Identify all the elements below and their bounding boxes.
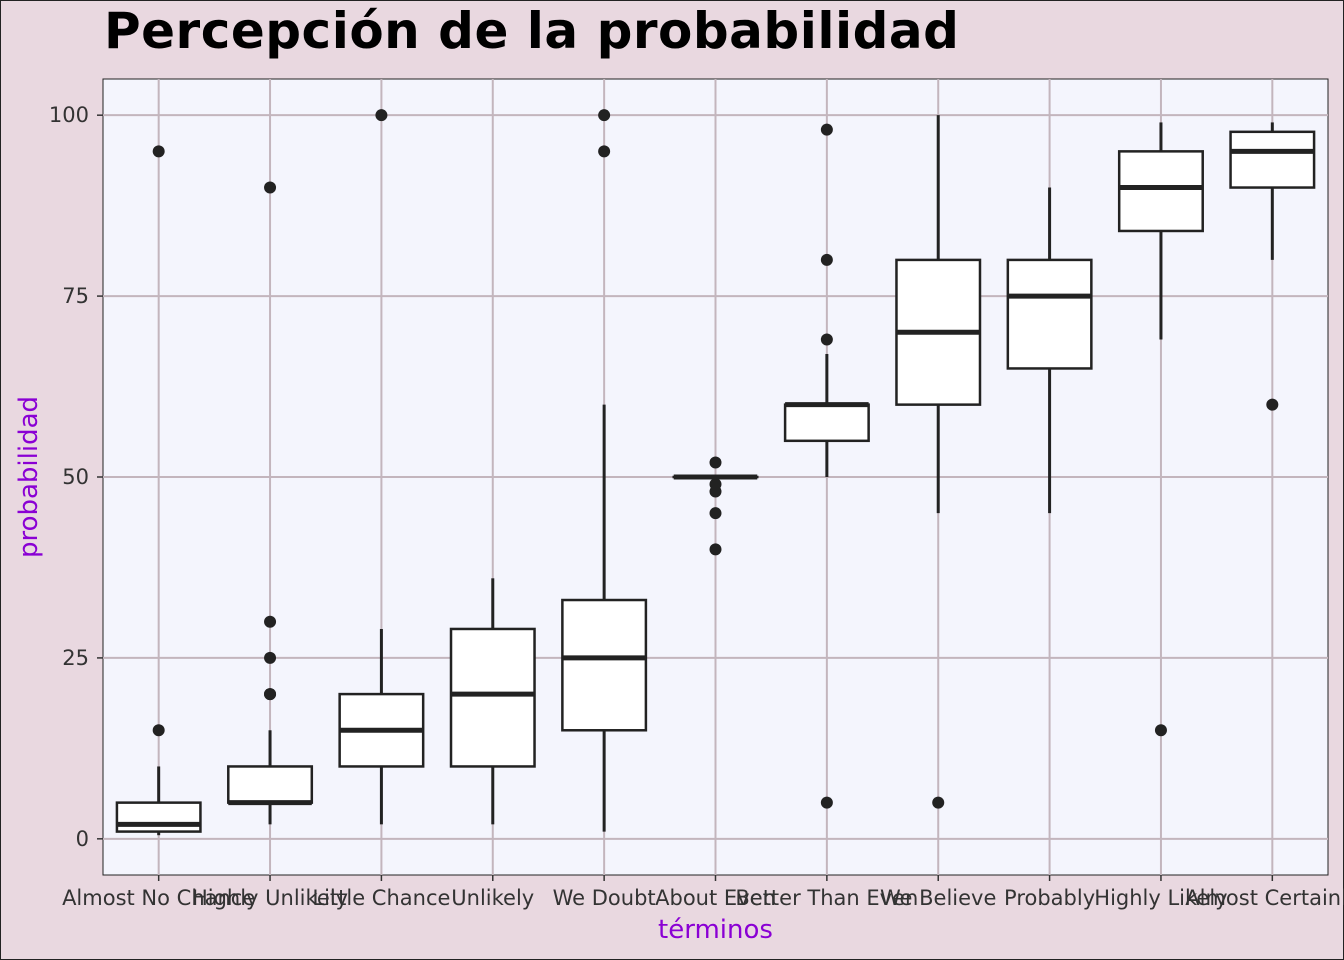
outlier-point (932, 796, 945, 809)
x-tick-label: About Even (655, 886, 776, 910)
outlier-point (598, 109, 611, 122)
box-group (783, 123, 870, 809)
outlier-point (264, 615, 277, 628)
outlier-point (375, 109, 388, 122)
x-tick-label: Better Than Even (735, 886, 918, 910)
x-tick-label: Probably (1004, 886, 1095, 910)
outlier-point (598, 145, 611, 158)
box-group (227, 181, 314, 825)
outlier-point (709, 456, 722, 469)
outlier-point (152, 724, 165, 737)
box-group (895, 115, 982, 809)
box (1006, 258, 1093, 370)
box-group (561, 109, 648, 832)
y-tick-label: 0 (76, 827, 89, 851)
box (1117, 150, 1204, 233)
box-group (1006, 187, 1093, 514)
y-tick-label: 100 (49, 103, 89, 127)
outlier-point (820, 796, 833, 809)
outlier-point (264, 688, 277, 701)
x-tick-label: Unlikely (451, 886, 534, 910)
outlier-point (820, 253, 833, 266)
box-group (338, 109, 425, 825)
x-tick-label: Highly Unlikely (192, 886, 348, 910)
box (1229, 130, 1316, 189)
box-group (672, 456, 759, 556)
x-tick-label: Almost No Chance (62, 886, 255, 910)
box-group (115, 145, 202, 836)
x-axis-title: términos (658, 915, 773, 945)
box (227, 765, 314, 804)
outlier-point (820, 123, 833, 136)
outlier-point (709, 507, 722, 520)
box (115, 801, 202, 833)
y-axis-title: probabilidad (14, 396, 44, 558)
outlier-point (264, 651, 277, 664)
x-tick-label: We Believe (880, 886, 996, 910)
outlier-point (709, 543, 722, 556)
box-group (1229, 122, 1316, 411)
outlier-point (152, 145, 165, 158)
x-tick-label: Highly Likely (1094, 886, 1227, 910)
outlier-point (1266, 398, 1279, 411)
box-group (449, 578, 536, 825)
outlier-point (820, 333, 833, 346)
gridlines (103, 79, 1328, 875)
y-tick-label: 75 (62, 284, 89, 308)
x-tick-label: Almost Certainly (1185, 886, 1344, 910)
box (561, 598, 648, 732)
box (449, 627, 536, 768)
y-tick-label: 25 (62, 646, 89, 670)
x-tick-label: We Doubt (553, 886, 656, 910)
box-group (1117, 122, 1204, 737)
chart-title: Percepción de la probabilidad (104, 2, 960, 60)
y-tick-labels: 0 25 50 75 100 (49, 103, 103, 851)
box (783, 403, 870, 443)
x-tick-label: Little Chance (312, 886, 450, 910)
outlier-point (709, 478, 722, 491)
boxes (115, 109, 1316, 836)
y-tick-label: 50 (62, 465, 89, 489)
outlier-point (264, 181, 277, 194)
outlier-point (1154, 724, 1167, 737)
